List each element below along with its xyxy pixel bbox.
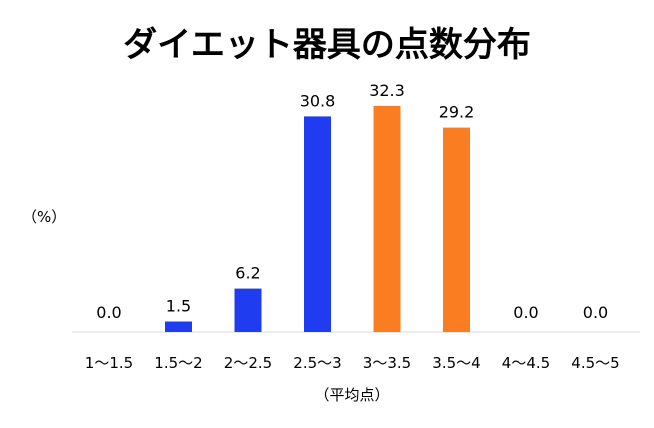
bar — [373, 105, 401, 333]
x-axis-tick-labels: 1〜1.5 1.5〜2 2〜2.5 2.5〜3 3〜3.5 3.5〜4 4〜4.5 4.5〜5 — [85, 354, 620, 372]
x-tick-label: 1〜1.5 — [85, 354, 133, 372]
y-axis-unit-label: （%） — [22, 208, 66, 226]
data-label: 0.0 — [583, 303, 608, 322]
bar-series — [165, 105, 470, 333]
x-tick-label: 4〜4.5 — [502, 354, 550, 372]
x-tick-label: 3.5〜4 — [432, 354, 480, 372]
data-label: 0.0 — [96, 303, 121, 322]
data-label: 29.2 — [439, 103, 475, 122]
x-tick-label: 1.5〜2 — [154, 354, 202, 372]
chart-title: ダイエット器具の点数分布 — [123, 25, 531, 65]
x-axis-title: （平均点） — [314, 386, 389, 404]
x-tick-label: 2〜2.5 — [224, 354, 272, 372]
data-labels: 0.0 1.5 6.2 30.8 32.3 29.2 0.0 0.0 — [96, 81, 608, 322]
x-tick-label: 2.5〜3 — [293, 354, 341, 372]
bar — [443, 127, 470, 332]
x-tick-label: 4.5〜5 — [571, 354, 619, 372]
data-label: 30.8 — [300, 91, 336, 110]
data-label: 32.3 — [369, 81, 405, 100]
data-label: 1.5 — [166, 297, 191, 316]
bar — [234, 288, 262, 332]
bar — [304, 116, 331, 333]
x-tick-label: 3〜3.5 — [363, 354, 411, 372]
data-label: 0.0 — [513, 303, 538, 322]
bar — [165, 321, 192, 332]
data-label: 6.2 — [235, 264, 260, 283]
